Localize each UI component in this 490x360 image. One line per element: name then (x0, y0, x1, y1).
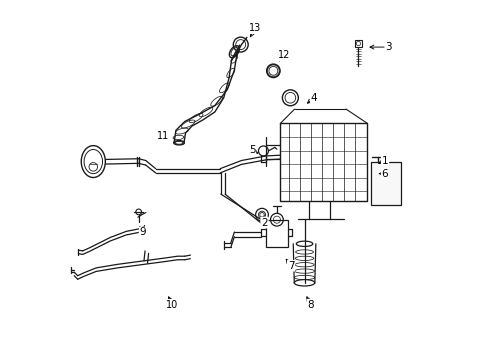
Text: 2: 2 (261, 217, 268, 228)
Text: 7: 7 (288, 261, 294, 271)
Text: 10: 10 (166, 300, 178, 310)
Text: 9: 9 (140, 228, 146, 238)
Text: 5: 5 (249, 145, 255, 155)
Bar (371, 162, 401, 205)
Circle shape (356, 41, 361, 46)
Text: 13: 13 (249, 23, 261, 33)
Text: 1: 1 (382, 156, 388, 166)
Bar (355, 40, 362, 47)
Text: 8: 8 (307, 300, 314, 310)
Text: 3: 3 (385, 42, 392, 52)
Text: 12: 12 (278, 50, 290, 60)
Text: 6: 6 (382, 168, 388, 179)
Bar (266, 220, 288, 247)
Text: 4: 4 (311, 93, 318, 103)
Text: 11: 11 (157, 131, 169, 141)
